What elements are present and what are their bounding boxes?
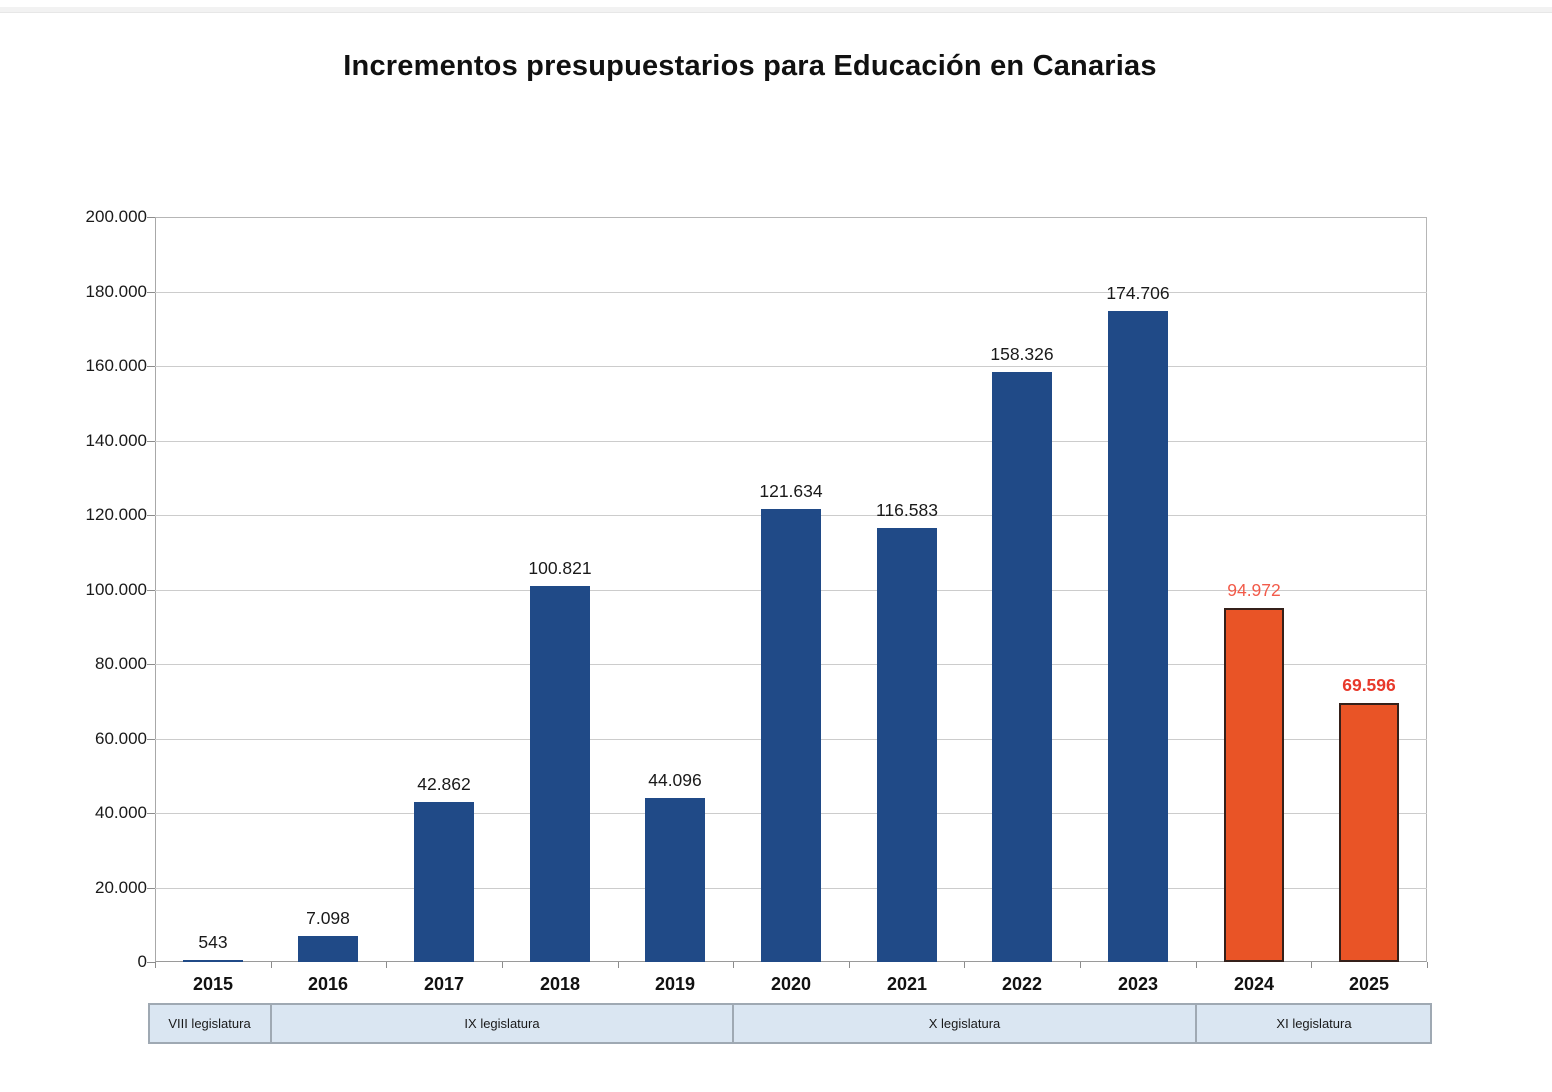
- bar-2024: [1224, 608, 1284, 962]
- y-axis-tick-label: 60.000: [95, 729, 147, 748]
- value-label-2025: 69.596: [1342, 675, 1396, 695]
- x-axis-tick: [618, 962, 619, 968]
- bar-2018: [530, 586, 590, 962]
- x-axis-tick: [733, 962, 734, 968]
- y-axis-tick: [147, 441, 155, 442]
- y-axis-tick: [147, 217, 155, 218]
- value-label-2015: 543: [198, 932, 228, 952]
- gridline: [155, 292, 1427, 293]
- y-axis-tick: [147, 888, 155, 889]
- x-axis-tick: [1196, 962, 1197, 968]
- bar-2023: [1108, 311, 1168, 962]
- y-axis-tick-label: 200.000: [85, 207, 147, 226]
- y-axis-tick: [147, 292, 155, 293]
- legislature-band-divider: [732, 1003, 734, 1044]
- legislature-label-3: X legislatura: [928, 1016, 1001, 1031]
- year-label-2023: 2023: [1117, 974, 1159, 994]
- x-axis-tick: [1427, 962, 1428, 968]
- year-label-2018: 2018: [539, 974, 581, 994]
- year-label-2021: 2021: [886, 974, 928, 994]
- gridline: [155, 441, 1427, 442]
- bar-2019: [645, 798, 705, 962]
- value-label-2021: 116.583: [876, 500, 938, 520]
- x-axis-tick: [271, 962, 272, 968]
- gridline: [155, 366, 1427, 367]
- year-label-2024: 2024: [1233, 974, 1275, 994]
- legislature-label-4: XI legislatura: [1276, 1016, 1352, 1031]
- y-axis-tick-label: 0: [137, 952, 147, 971]
- value-label-2024: 94.972: [1227, 580, 1281, 600]
- value-label-2022: 158.326: [990, 344, 1054, 364]
- value-label-2018: 100.821: [528, 558, 592, 578]
- y-axis-tick-label: 20.000: [95, 878, 147, 897]
- y-axis-tick: [147, 366, 155, 367]
- y-axis-tick: [147, 813, 155, 814]
- bar-2016: [298, 936, 358, 962]
- legislature-band-divider: [270, 1003, 272, 1044]
- legislature-label-1: VIII legislatura: [168, 1016, 251, 1031]
- legislature-label-2: IX legislatura: [464, 1016, 540, 1031]
- y-axis-tick: [147, 739, 155, 740]
- value-label-2023: 174.706: [1106, 283, 1170, 303]
- year-label-2016: 2016: [307, 974, 349, 994]
- bar-2025: [1339, 703, 1399, 962]
- y-axis-tick-label: 40.000: [95, 803, 147, 822]
- chart-title: Incrementos presupuestarios para Educaci…: [343, 50, 1157, 82]
- bar-2022: [992, 372, 1052, 962]
- year-label-2015: 2015: [192, 974, 234, 994]
- x-axis-tick: [1311, 962, 1312, 968]
- x-axis-tick: [849, 962, 850, 968]
- y-axis-tick-label: 120.000: [85, 505, 147, 524]
- y-axis-tick-label: 160.000: [85, 356, 147, 375]
- bar-2021: [877, 528, 937, 962]
- value-label-2017: 42.862: [417, 774, 471, 794]
- bar-2015: [183, 960, 243, 962]
- x-axis-tick: [964, 962, 965, 968]
- x-axis-tick: [155, 962, 156, 968]
- page-top-strip: [0, 7, 1552, 13]
- y-axis-tick: [147, 590, 155, 591]
- bar-2017: [414, 802, 474, 962]
- y-axis-tick-label: 180.000: [85, 282, 147, 301]
- y-axis-tick-label: 80.000: [95, 654, 147, 673]
- legislature-band: [148, 1003, 1432, 1044]
- y-axis-tick: [147, 515, 155, 516]
- year-label-2019: 2019: [654, 974, 696, 994]
- value-label-2019: 44.096: [648, 770, 702, 790]
- x-axis-tick: [1080, 962, 1081, 968]
- legislature-band-divider: [1195, 1003, 1197, 1044]
- x-axis-tick: [502, 962, 503, 968]
- y-axis-tick-label: 100.000: [85, 580, 147, 599]
- y-axis-tick-label: 140.000: [85, 431, 147, 450]
- value-label-2020: 121.634: [759, 481, 823, 501]
- year-label-2022: 2022: [1001, 974, 1043, 994]
- y-axis-tick: [147, 664, 155, 665]
- y-axis-tick: [147, 962, 155, 963]
- year-label-2020: 2020: [770, 974, 812, 994]
- year-label-2017: 2017: [423, 974, 465, 994]
- year-label-2025: 2025: [1348, 974, 1390, 994]
- value-label-2016: 7.098: [306, 908, 350, 928]
- x-axis-tick: [386, 962, 387, 968]
- bar-2020: [761, 509, 821, 962]
